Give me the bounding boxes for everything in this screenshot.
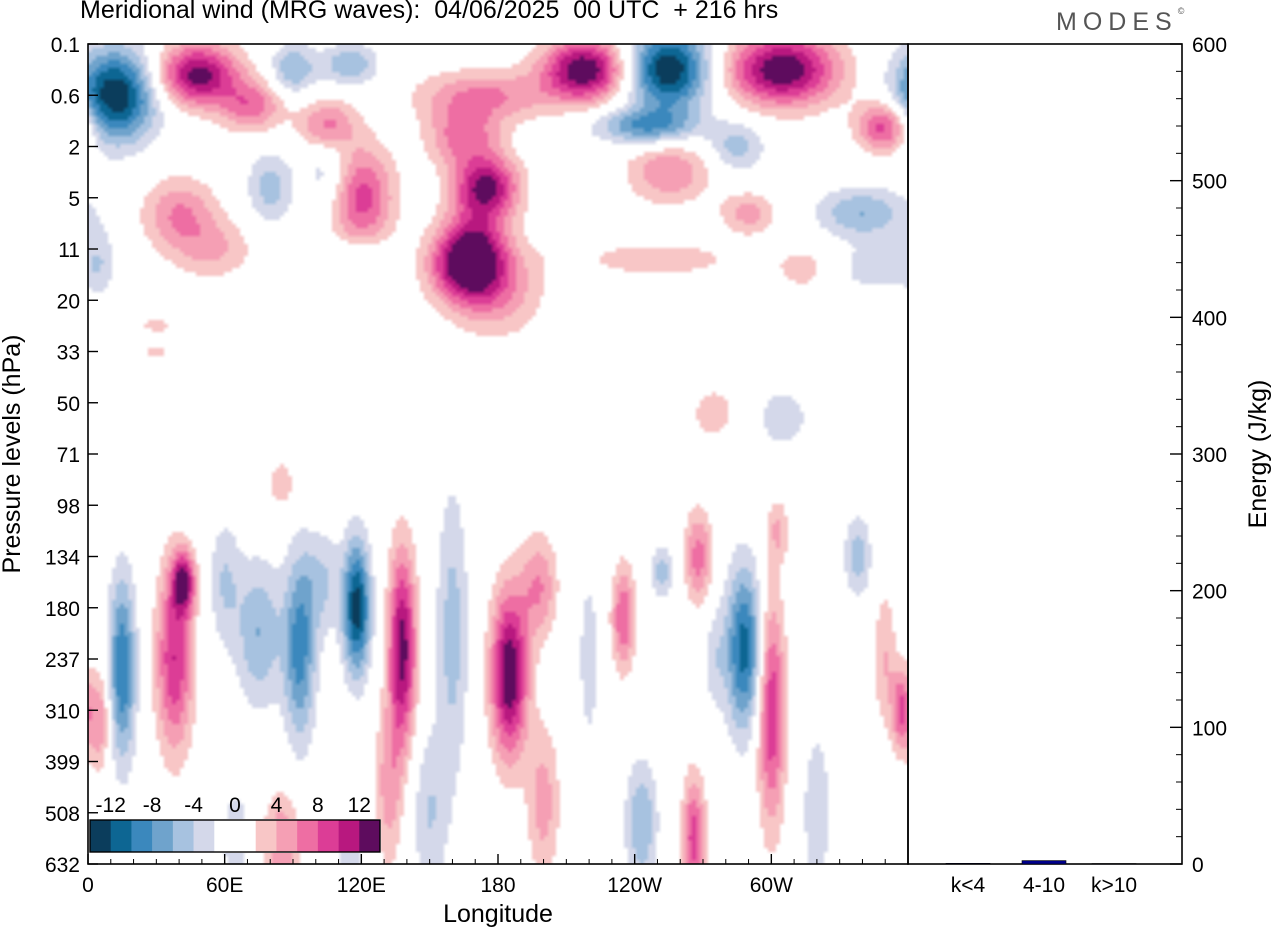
energy-axis: 0 100 200 300 400 500 600 <box>1170 34 1227 877</box>
energy-panel-frame <box>907 43 1183 865</box>
y-tick-label: 71 <box>57 444 80 467</box>
y-tick-label: 2 <box>68 137 80 160</box>
y-tick-label: 237 <box>45 649 80 672</box>
colorbar-swatch <box>338 820 360 852</box>
contour-field <box>88 44 908 864</box>
y-tick-label: 5 <box>68 188 80 211</box>
x-tick-label: 120E <box>337 874 386 897</box>
x-tick-label: 60E <box>206 874 243 897</box>
colorbar-swatch <box>317 820 339 852</box>
x-tick-label: 180 <box>480 874 515 897</box>
energy-tick-label: 200 <box>1192 581 1227 604</box>
y-tick-label: 33 <box>57 342 80 365</box>
y-tick-label: 632 <box>45 854 80 877</box>
longitude-axis: 0 60E 120E 180 120W 60W <box>82 854 886 897</box>
colorbar-label: 4 <box>271 794 283 817</box>
chart-title: Meridional wind (MRG waves): 04/06/2025 … <box>80 0 779 24</box>
colorbar-label: 8 <box>312 794 324 817</box>
logo-copyright-mark: © <box>1177 6 1185 16</box>
y-tick-label: 11 <box>58 239 80 262</box>
y-tick-label: 0.6 <box>51 85 80 108</box>
energy-category-label: k<4 <box>951 874 986 897</box>
logo-text: MODES <box>1056 8 1178 36</box>
energy-category-label: k>10 <box>1091 874 1137 897</box>
y-tick-label: 134 <box>45 547 80 570</box>
y-tick-label: 310 <box>45 700 80 723</box>
colorbar-label: 0 <box>229 794 241 817</box>
y-axis-label: Pressure levels (hPa) <box>0 335 26 574</box>
y-tick-label: 180 <box>45 598 80 621</box>
colorbar-swatch <box>90 820 112 852</box>
colorbar-swatch <box>235 820 257 852</box>
colorbar-swatch <box>297 820 319 852</box>
y-tick-label: 399 <box>45 752 80 775</box>
colorbar-swatch <box>359 820 381 852</box>
energy-bar <box>945 863 991 865</box>
contour-raster <box>88 44 908 864</box>
y-tick-label: 0.1 <box>51 34 80 57</box>
x-tick-label: 60W <box>750 874 793 897</box>
energy-bar <box>1091 863 1137 865</box>
colorbar-swatch <box>152 820 174 852</box>
energy-tick-label: 500 <box>1192 171 1227 194</box>
colorbar-swatch <box>276 820 298 852</box>
energy-tick-label: 300 <box>1192 444 1227 467</box>
energy-tick-label: 0 <box>1192 854 1204 877</box>
colorbar-label: -8 <box>143 794 162 817</box>
colorbar-swatch <box>193 820 215 852</box>
x-tick-label: 0 <box>82 874 94 897</box>
colorbar-swatch <box>131 820 153 852</box>
pressure-axis: 0.1 0.6 2 5 11 20 33 50 71 98 134 180 237 310 399 508 63… <box>45 34 98 877</box>
colorbar-label: 12 <box>348 794 371 817</box>
x-tick-label: 120W <box>607 874 662 897</box>
energy-axis-label: Energy (J/kg) <box>1244 380 1272 529</box>
energy-bar <box>1021 860 1067 865</box>
colorbar-frame <box>89 819 381 853</box>
y-tick-label: 98 <box>57 495 80 518</box>
y-tick-label: 508 <box>45 803 80 826</box>
colorbar-swatch <box>172 820 194 852</box>
energy-tick-label: 600 <box>1192 34 1227 57</box>
y-tick-label: 50 <box>57 393 80 416</box>
energy-tick-label: 400 <box>1192 307 1227 330</box>
colorbar-label: -12 <box>96 794 126 817</box>
colorbar-label: -4 <box>184 794 203 817</box>
x-axis-label: Longitude <box>443 900 553 928</box>
colorbar-swatch <box>214 820 236 852</box>
y-tick-label: 20 <box>57 290 80 313</box>
energy-category-label: 4-10 <box>1023 874 1065 897</box>
colorbar-swatch <box>255 820 277 852</box>
modes-logo: MODES© <box>1056 6 1185 37</box>
colorbar-swatch <box>110 820 132 852</box>
colorbar: -12 -8 -4 0 4 8 12 <box>89 794 381 853</box>
energy-bars: k<4 4-10 k>10 <box>945 860 1137 897</box>
energy-tick-label: 100 <box>1192 717 1227 740</box>
